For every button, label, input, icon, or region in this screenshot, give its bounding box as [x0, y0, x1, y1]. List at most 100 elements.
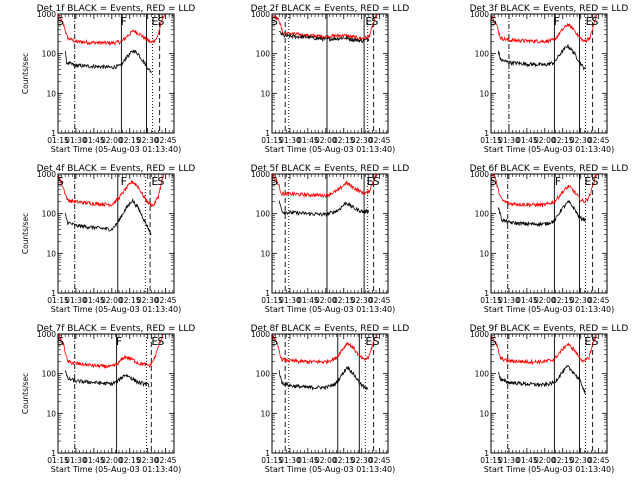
panel-det-9: Det 9f BLACK = Events, RED = LLD 1 10 100 10… [470, 324, 629, 474]
y-tick-label: 10 [479, 89, 489, 98]
x-tick-label: 02:15 [333, 456, 355, 465]
y-tick-label: 1000 [37, 170, 56, 179]
x-tick-label: 02:00 [534, 456, 556, 465]
lld-series-line [271, 173, 378, 199]
interval-marker-F: F [121, 175, 127, 188]
lld-series-line [272, 333, 378, 365]
x-tick-label: 02:15 [552, 136, 574, 145]
x-tick-label: 02:00 [534, 296, 556, 305]
interval-marker-S: S [373, 175, 380, 188]
interval-marker-S: S [373, 335, 380, 348]
interval-marker-S: S [157, 335, 164, 348]
interval-marker-E: E [151, 15, 158, 28]
interval-marker-E: E [367, 175, 374, 188]
y-tick-label: 1000 [251, 330, 270, 339]
x-axis-label: Start Time (05-Aug-03 01:13:40) [484, 305, 615, 314]
x-tick-label: 01:45 [83, 456, 105, 465]
panel-det-3: Det 3f BLACK = Events, RED = LLD 1 10 100 10… [470, 4, 629, 154]
y-tick-label: 10 [260, 409, 270, 418]
x-tick-label: 01:15 [480, 296, 502, 305]
x-tick-label: 01:45 [297, 136, 319, 145]
plot-frame [490, 13, 608, 134]
interval-marker-E: E [586, 15, 593, 28]
x-axis-label: Start Time (05-Aug-03 01:13:40) [51, 145, 182, 154]
y-tick-label: 10 [46, 409, 56, 418]
y-axis-label: Counts/sec [21, 53, 30, 94]
x-axis-label: Start Time (05-Aug-03 01:13:40) [484, 145, 615, 154]
interval-marker-S: S [490, 335, 497, 348]
x-tick-label: 02:15 [552, 456, 574, 465]
y-tick-label: 100 [475, 210, 490, 219]
panel-title: Det 6f BLACK = Events, RED = LLD [470, 164, 629, 174]
y-tick-label: 100 [42, 370, 57, 379]
plot-frame [57, 333, 175, 454]
x-tick-label: 01:30 [65, 136, 87, 145]
x-tick-label: 01:30 [279, 456, 301, 465]
interval-marker-S: S [157, 175, 164, 188]
interval-marker-S: S [57, 15, 64, 28]
interval-marker-E: E [151, 335, 158, 348]
lld-series-line [490, 173, 598, 208]
interval-marker-S: S [271, 15, 278, 28]
y-tick-label: 1000 [37, 10, 56, 19]
panel-title: Det 1f BLACK = Events, RED = LLD [37, 4, 196, 14]
x-tick-label: 02:30 [351, 456, 373, 465]
x-tick-label: 02:45 [588, 296, 610, 305]
x-tick-label: 02:45 [155, 456, 177, 465]
x-tick-label: 01:45 [297, 456, 319, 465]
x-tick-label: 02:00 [315, 296, 337, 305]
x-axis-label: Start Time (05-Aug-03 01:13:40) [265, 305, 396, 314]
x-tick-label: 02:30 [570, 136, 592, 145]
plot-frame [271, 333, 389, 454]
x-tick-label: 02:30 [137, 136, 159, 145]
y-tick-label: 100 [42, 50, 57, 59]
panel-title: Det 2f BLACK = Events, RED = LLD [251, 4, 410, 14]
interval-marker-E: E [365, 335, 372, 348]
x-tick-label: 02:00 [101, 136, 123, 145]
panel-title: Det 7f BLACK = Events, RED = LLD [37, 324, 196, 334]
x-tick-label: 01:15 [480, 456, 502, 465]
plot-frame [271, 173, 389, 294]
x-tick-label: 02:15 [119, 456, 141, 465]
interval-marker-E: E [365, 15, 372, 28]
x-tick-label: 02:30 [351, 136, 373, 145]
y-tick-label: 10 [260, 89, 270, 98]
x-tick-label: 02:30 [137, 296, 159, 305]
x-tick-label: 02:15 [119, 136, 141, 145]
x-tick-label: 01:45 [297, 296, 319, 305]
y-tick-label: 10 [46, 249, 56, 258]
panel-title: Det 4f BLACK = Events, RED = LLD [37, 164, 196, 174]
lld-series-line [271, 13, 378, 41]
panel-det-7: Det 7f BLACK = Events, RED = LLD Counts/s… [21, 324, 195, 474]
x-tick-label: 01:15 [261, 136, 283, 145]
x-tick-label: 02:45 [588, 456, 610, 465]
y-tick-label: 10 [479, 249, 489, 258]
lld-series-line [57, 333, 164, 370]
x-tick-label: 02:00 [315, 456, 337, 465]
x-tick-label: 02:30 [351, 296, 373, 305]
y-tick-label: 10 [46, 89, 56, 98]
x-tick-label: 02:45 [369, 296, 391, 305]
plot-frame [57, 13, 175, 134]
y-tick-label: 1 [484, 289, 489, 298]
plot-frame [57, 173, 175, 294]
panel-title: Det 8f BLACK = Events, RED = LLD [251, 324, 410, 334]
events-series-line [278, 200, 370, 217]
x-tick-label: 01:45 [83, 136, 105, 145]
interval-marker-F: F [554, 15, 560, 28]
x-tick-label: 02:45 [369, 456, 391, 465]
y-tick-label: 1 [51, 289, 56, 298]
y-tick-label: 1000 [37, 330, 56, 339]
interval-marker-S: S [57, 335, 64, 348]
panel-det-8: Det 8f BLACK = Events, RED = LLD 1 10 100 10… [251, 324, 410, 474]
interval-marker-S: S [592, 15, 599, 28]
interval-marker-S: S [490, 175, 497, 188]
y-tick-label: 10 [260, 249, 270, 258]
y-tick-label: 1 [265, 289, 270, 298]
x-tick-label: 01:15 [480, 136, 502, 145]
events-series-line [498, 364, 586, 395]
interval-marker-S: S [271, 175, 278, 188]
events-series-line [497, 44, 586, 71]
x-axis-label: Start Time (05-Aug-03 01:13:40) [51, 465, 182, 474]
events-series-line [64, 49, 152, 73]
